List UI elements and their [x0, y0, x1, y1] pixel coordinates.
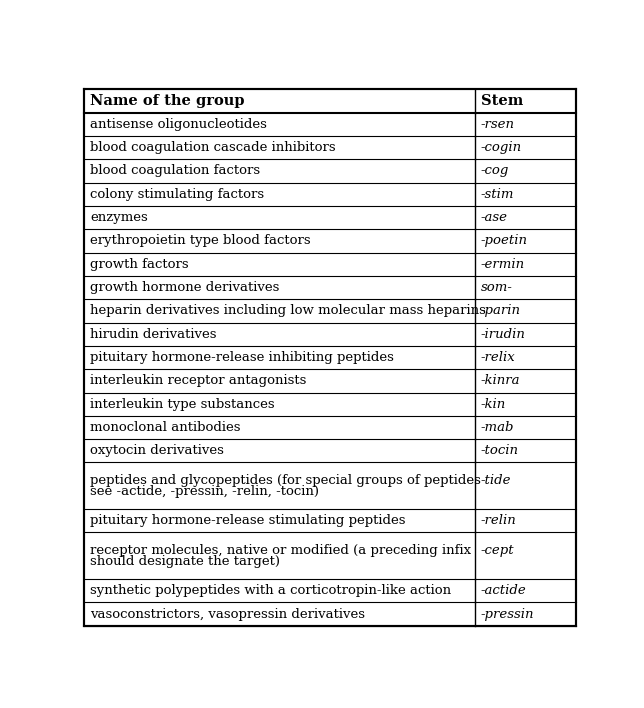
- Text: -tide: -tide: [481, 474, 511, 487]
- Text: -cept: -cept: [481, 544, 515, 556]
- Text: enzymes: enzymes: [90, 211, 148, 224]
- Text: som-: som-: [481, 281, 513, 294]
- Text: -kin: -kin: [481, 398, 506, 411]
- Text: receptor molecules, native or modified (a preceding infix: receptor molecules, native or modified (…: [90, 544, 471, 556]
- Text: vasoconstrictors, vasopressin derivatives: vasoconstrictors, vasopressin derivative…: [90, 607, 366, 621]
- Text: growth hormone derivatives: growth hormone derivatives: [90, 281, 280, 294]
- Text: heparin derivatives including low molecular mass heparins: heparin derivatives including low molecu…: [90, 304, 486, 317]
- Text: -relix: -relix: [481, 351, 516, 364]
- Text: -irudin: -irudin: [481, 328, 526, 341]
- Text: -actide: -actide: [481, 584, 527, 598]
- Text: -kinra: -kinra: [481, 375, 520, 387]
- Text: pituitary hormone-release inhibiting peptides: pituitary hormone-release inhibiting pep…: [90, 351, 394, 364]
- Text: erythropoietin type blood factors: erythropoietin type blood factors: [90, 234, 311, 247]
- Text: -ase: -ase: [481, 211, 508, 224]
- Text: synthetic polypeptides with a corticotropin-like action: synthetic polypeptides with a corticotro…: [90, 584, 451, 598]
- Text: Stem: Stem: [481, 94, 523, 108]
- Text: blood coagulation factors: blood coagulation factors: [90, 164, 261, 178]
- Text: monoclonal antibodies: monoclonal antibodies: [90, 421, 241, 434]
- Text: -relin: -relin: [481, 514, 516, 527]
- Text: -poetin: -poetin: [481, 234, 528, 247]
- Text: growth factors: growth factors: [90, 258, 189, 270]
- Text: -parin: -parin: [481, 304, 521, 317]
- Text: interleukin type substances: interleukin type substances: [90, 398, 275, 411]
- Text: -stim: -stim: [481, 188, 515, 201]
- Text: interleukin receptor antagonists: interleukin receptor antagonists: [90, 375, 307, 387]
- Text: -rsen: -rsen: [481, 118, 515, 131]
- Text: -ermin: -ermin: [481, 258, 525, 270]
- Text: see -actide, -pressin, -relin, -tocin): see -actide, -pressin, -relin, -tocin): [90, 485, 319, 498]
- Text: oxytocin derivatives: oxytocin derivatives: [90, 445, 224, 457]
- Text: hirudin derivatives: hirudin derivatives: [90, 328, 217, 341]
- Text: should designate the target): should designate the target): [90, 555, 281, 568]
- Text: -cog: -cog: [481, 164, 509, 178]
- Text: blood coagulation cascade inhibitors: blood coagulation cascade inhibitors: [90, 141, 336, 154]
- Text: -mab: -mab: [481, 421, 515, 434]
- Text: antisense oligonucleotides: antisense oligonucleotides: [90, 118, 267, 131]
- Text: Name of the group: Name of the group: [90, 94, 245, 108]
- Text: pituitary hormone-release stimulating peptides: pituitary hormone-release stimulating pe…: [90, 514, 406, 527]
- Text: colony stimulating factors: colony stimulating factors: [90, 188, 265, 201]
- Text: -pressin: -pressin: [481, 607, 535, 621]
- Text: -tocin: -tocin: [481, 445, 519, 457]
- Text: -cogin: -cogin: [481, 141, 522, 154]
- Text: peptides and glycopeptides (for special groups of peptides: peptides and glycopeptides (for special …: [90, 474, 481, 487]
